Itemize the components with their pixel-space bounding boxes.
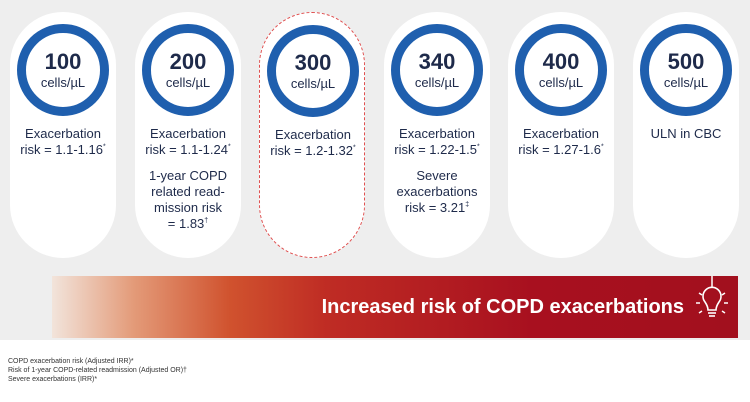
threshold-card-300: 300 cells/µL Exacerbation risk = 1.2-1.32* xyxy=(259,12,365,258)
footnote-mark: ‡ xyxy=(465,201,470,209)
additional-risk-line: = 1.83† xyxy=(167,216,209,231)
footnote-mark: * xyxy=(228,143,231,151)
threshold-ring: 100 cells/µL xyxy=(17,24,109,116)
threshold-value: 400 xyxy=(542,49,580,74)
footnote-1: COPD exacerbation risk (Adjusted IRR)* xyxy=(8,358,134,365)
footnote-mark: * xyxy=(477,143,480,151)
additional-risk-line: risk = 3.21‡ xyxy=(404,200,470,215)
threshold-value: 500 xyxy=(667,49,705,74)
risk-line: risk = 1.27-1.6* xyxy=(518,142,604,157)
footnote-3: Severe exacerbations (IRR)* xyxy=(8,376,98,383)
risk-line: Exacerbation xyxy=(150,126,226,141)
threshold-card-500: 500 cells/µL ULN in CBC xyxy=(633,12,739,258)
additional-risk-line: Severe xyxy=(416,168,458,183)
threshold-unit: cells/µL xyxy=(538,75,584,90)
threshold-ring: 200 cells/µL xyxy=(142,24,234,116)
threshold-value: 300 xyxy=(294,50,332,75)
risk-line: risk = 1.2-1.32* xyxy=(270,143,356,158)
additional-risk-text: 1-year COPD related read-mission risk = 1.… xyxy=(135,168,241,232)
risk-line: Exacerbation xyxy=(25,126,101,141)
risk-line: risk = 1.1-1.16* xyxy=(20,142,106,157)
risk-text: Exacerbation risk = 1.27-1.6* xyxy=(508,126,614,158)
additional-risk-text: Severe exacerbations risk = 3.21‡ xyxy=(384,168,490,216)
risk-line: risk = 1.22-1.5* xyxy=(394,142,480,157)
additional-risk-line: 1-year COPD xyxy=(148,168,228,183)
lightbulb-icon xyxy=(696,276,728,317)
risk-text: Exacerbation risk = 1.2-1.32* xyxy=(260,127,366,159)
threshold-card-200: 200 cells/µL Exacerbation risk = 1.1-1.24* 1… xyxy=(135,12,241,258)
risk-line: Exacerbation xyxy=(523,126,599,141)
risk-line: Exacerbation xyxy=(275,127,351,142)
additional-risk-line: exacerbations xyxy=(396,184,478,199)
threshold-card-100: 100 cells/µL Exacerbation risk = 1.1-1.16* xyxy=(10,12,116,258)
footnote-mark: * xyxy=(353,144,356,152)
threshold-unit: cells/µL xyxy=(40,75,86,90)
threshold-ring: 340 cells/µL xyxy=(391,24,483,116)
threshold-unit: cells/µL xyxy=(414,75,460,90)
additional-risk-line: mission risk xyxy=(154,200,222,215)
threshold-value: 200 xyxy=(169,49,207,74)
threshold-ring: 300 cells/µL xyxy=(267,25,359,117)
risk-line: Exacerbation xyxy=(399,126,475,141)
risk-text: Exacerbation risk = 1.1-1.16* xyxy=(10,126,116,158)
threshold-ring: 400 cells/µL xyxy=(515,24,607,116)
threshold-value: 100 xyxy=(44,49,82,74)
threshold-unit: cells/µL xyxy=(663,75,709,90)
risk-gradient-banner: Increased risk of COPD exacerbations xyxy=(52,276,738,338)
banner-label: Increased risk of COPD exacerbations xyxy=(321,295,684,318)
additional-risk-line: related read- xyxy=(151,184,225,199)
footnote-mark: † xyxy=(204,217,209,225)
footnote-2: Risk of 1-year COPD-related readmission … xyxy=(8,367,187,374)
risk-text: ULN in CBC xyxy=(633,126,739,142)
footnote-mark: * xyxy=(103,143,106,151)
risk-line: risk = 1.1-1.24* xyxy=(145,142,231,157)
risk-text: Exacerbation risk = 1.22-1.5* xyxy=(384,126,490,158)
threshold-card-400: 400 cells/µL Exacerbation risk = 1.27-1.6* xyxy=(508,12,614,258)
threshold-unit: cells/µL xyxy=(290,76,336,91)
risk-text: Exacerbation risk = 1.1-1.24* xyxy=(135,126,241,158)
footnote-mark: * xyxy=(601,143,604,151)
threshold-card-340: 340 cells/µL Exacerbation risk = 1.22-1.5* S… xyxy=(384,12,490,258)
risk-line: ULN in CBC xyxy=(650,126,722,141)
threshold-unit: cells/µL xyxy=(165,75,211,90)
threshold-value: 340 xyxy=(418,49,456,74)
threshold-ring: 500 cells/µL xyxy=(640,24,732,116)
